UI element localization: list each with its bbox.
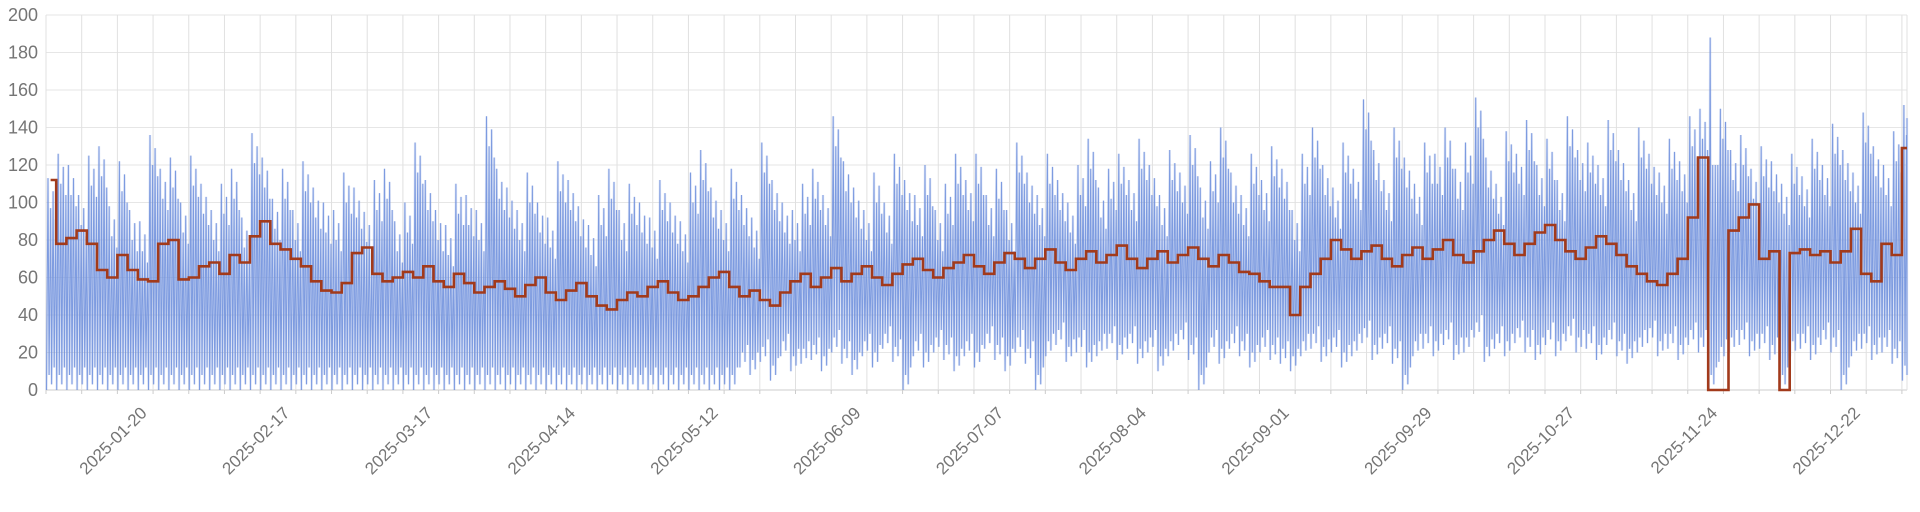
series-smoothed-step	[50, 146, 1907, 392]
x-axis-label: 2025-03-17	[361, 403, 436, 478]
y-axis-label: 60	[18, 268, 38, 288]
x-axis-label: 2025-09-29	[1361, 403, 1436, 478]
x-axis-label: 2025-07-07	[932, 403, 1007, 478]
x-axis-label: 2025-12-22	[1789, 403, 1864, 478]
x-axis-label: 2025-04-14	[504, 403, 579, 478]
y-axis-label: 120	[8, 155, 38, 175]
x-axis-label: 2025-08-04	[1075, 403, 1150, 478]
x-axis-label: 2025-06-09	[790, 403, 865, 478]
y-axis-label: 80	[18, 230, 38, 250]
x-axis-label: 2025-02-17	[219, 403, 294, 478]
y-axis-label: 0	[28, 380, 38, 400]
y-axis-label: 140	[8, 118, 38, 138]
series-raw	[46, 37, 1908, 391]
x-axis-label: 2025-01-20	[76, 403, 151, 478]
y-axis-label: 20	[18, 343, 38, 363]
y-axis-label: 200	[8, 5, 38, 25]
x-axis-label: 2025-10-27	[1503, 403, 1578, 478]
x-axis-label: 2025-11-24	[1647, 403, 1721, 477]
y-axis-label: 180	[8, 43, 38, 63]
y-axis-label: 160	[8, 80, 38, 100]
x-axis-label: 2025-09-01	[1218, 403, 1293, 478]
y-axis-label: 40	[18, 305, 38, 325]
y-axis-label: 100	[8, 193, 38, 213]
x-axis-label: 2025-05-12	[647, 403, 722, 478]
